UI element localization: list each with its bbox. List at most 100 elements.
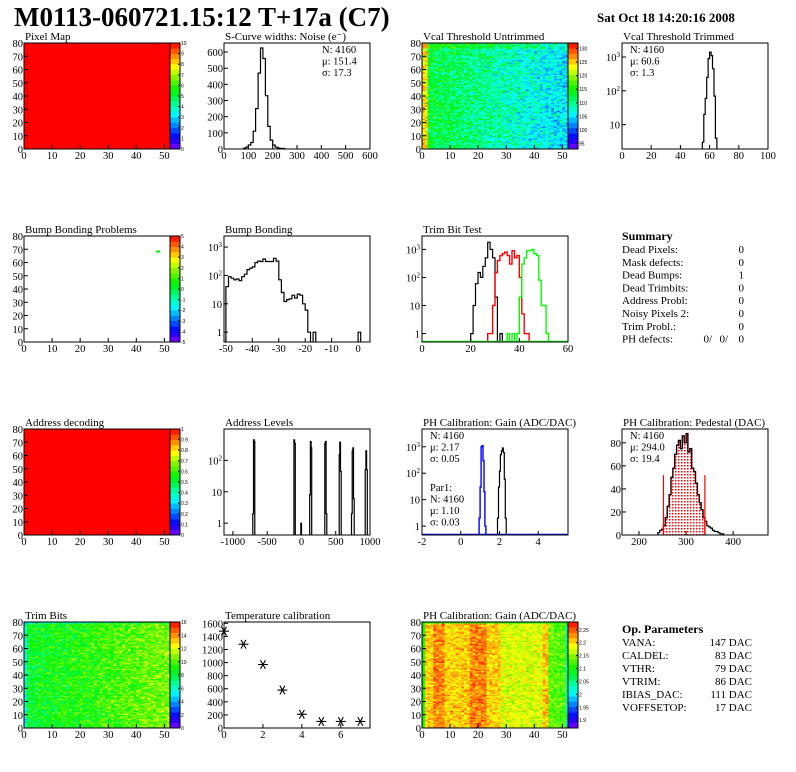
heatmap-cell [503,68,507,70]
heatmap-cell [472,97,476,99]
heatmap-cell [472,141,476,143]
heatmap-cell [480,78,484,81]
heatmap-cell [489,73,493,75]
heatmap-cell [489,84,493,86]
heatmap-cell [441,80,445,82]
heatmap-cell [523,70,527,73]
heatmap-cell [430,94,434,97]
heatmap-cell [565,76,569,78]
heatmap-cell [478,57,482,60]
heatmap-cell [422,90,425,93]
heatmap-cell [26,639,30,641]
y-tick-label: 10 [410,496,421,507]
heatmap-cell [562,137,566,139]
heatmap-cell [506,45,510,48]
heatmap-cell [26,676,30,678]
heatmap-cell [511,107,515,110]
heatmap-cell [528,129,532,131]
heatmap-cell [531,49,535,52]
heatmap-cell [506,74,510,77]
heatmap-cell [553,133,557,135]
heatmap-cell [458,73,462,75]
heatmap-cell [511,121,515,123]
heatmap-cell [559,110,563,113]
heatmap-cell [472,77,476,79]
heatmap-cell [503,119,507,122]
heatmap-cell [539,77,543,79]
heatmap-cell [480,135,484,138]
heatmap-cell [461,57,465,60]
heatmap-cell [438,88,442,90]
heatmap-cell [455,123,459,126]
heatmap-cell [472,89,476,91]
heatmap-cell [492,76,496,78]
heatmap-cell [500,118,504,120]
heatmap-cell [486,139,490,142]
heatmap-cell [562,127,566,130]
heatmap-cell [528,134,532,136]
heatmap-cell [466,123,470,126]
heatmap-cell [562,89,566,91]
heatmap-cell [492,92,496,94]
heatmap-cell [478,60,482,62]
heatmap-cell [461,142,465,144]
heatmap-cell [478,92,482,94]
stats-line: σ: 1.3 [630,68,654,79]
heatmap-cell [433,57,437,60]
heatmap-cell [556,106,560,109]
heatmap-cell [447,97,451,99]
heatmap-cell [472,98,476,101]
heatmap-cell [548,77,552,79]
heatmap-cell [450,139,454,142]
heatmap-cell [559,92,563,94]
heatmap-cell [534,53,538,56]
heatmap-cell [514,105,518,107]
heatmap-cell [29,697,33,699]
heatmap-cell [562,53,566,56]
heatmap-cell [511,103,515,106]
heatmap-cell [447,53,451,56]
heatmap-cell [517,147,521,150]
palette-bin [170,331,180,337]
heatmap-cell [458,126,462,128]
heatmap-cell [455,92,459,94]
heatmap-cell [422,109,425,111]
heatmap-cell [32,668,36,670]
heatmap-cell [422,115,425,118]
heatmap-cell [464,133,468,135]
heatmap-cell [32,720,36,722]
heatmap-cell [528,111,532,114]
heatmap-cell [29,689,33,692]
heatmap-cell [565,126,569,128]
heatmap-cell [436,147,439,150]
heatmap-cell [511,106,515,109]
heatmap-cell [438,49,442,52]
heatmap-cell [495,68,498,70]
heatmap-cell [553,50,557,53]
heatmap-cell [497,111,501,114]
heatmap-cell [565,121,569,123]
heatmap-cell [422,45,425,48]
heatmap-cell [422,114,425,117]
heatmap-cell [542,127,546,130]
heatmap-cell [444,46,448,49]
heatmap-cell [489,110,493,113]
heatmap-cell [565,89,569,91]
heatmap-cell [422,135,425,138]
x-tick-label: 20 [75,537,86,548]
heatmap-cell [430,73,434,75]
heatmap-cell [492,117,496,119]
heatmap-cell [461,147,465,150]
heatmap-cell [525,133,529,135]
palette-bin [170,80,180,86]
heatmap-cell [511,115,515,118]
heatmap-cell [539,118,543,120]
heatmap-cell [475,57,479,60]
heatmap-cell [500,62,504,65]
heatmap-cell [450,69,454,71]
heatmap-cell [500,57,504,60]
heatmap-cell [433,126,437,128]
heatmap-cell [531,89,535,91]
heatmap-cell [430,139,434,142]
heatmap-cell [441,58,445,61]
